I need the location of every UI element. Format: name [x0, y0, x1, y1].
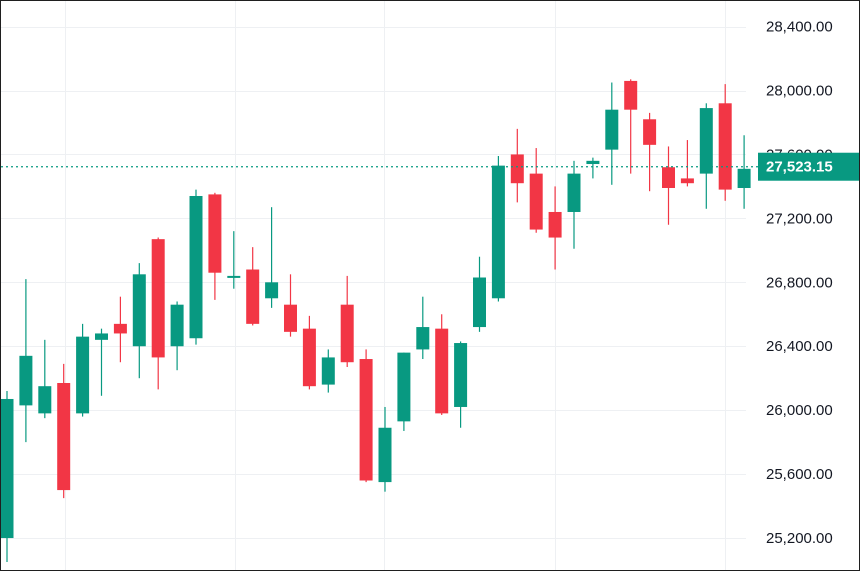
candle-body [718, 103, 732, 190]
candle-body [170, 304, 184, 347]
candle-body [359, 359, 373, 481]
price-tick-label: 26,000.00 [766, 402, 833, 419]
candle-body [302, 328, 316, 387]
price-tick-label: 28,000.00 [766, 83, 833, 100]
candle-body [605, 109, 619, 150]
candle-body [435, 328, 449, 414]
candle-body [1, 398, 14, 539]
candle-body [624, 80, 638, 110]
candle-body [567, 173, 581, 212]
candle-body [38, 386, 52, 414]
candle-body [151, 239, 165, 358]
price-tick-label: 27,200.00 [766, 210, 833, 227]
price-tick-label: 28,400.00 [766, 19, 833, 36]
candle-body [227, 275, 241, 278]
candle-body [378, 427, 392, 483]
candles [1, 79, 751, 563]
price-tick-label: 25,200.00 [766, 530, 833, 547]
price-tick-label: 26,800.00 [766, 274, 833, 291]
candle-body [284, 304, 297, 332]
candle-body [208, 194, 222, 273]
candle-body [473, 277, 486, 328]
candle-body [189, 195, 203, 339]
price-axis[interactable]: 25,200.00 25,600.00 26,000.00 26,400.00 26,8… [758, 19, 859, 547]
candle-body [643, 119, 657, 145]
candle-body [57, 382, 71, 491]
candle-body [246, 269, 260, 324]
candle-body [548, 211, 562, 238]
candle-body [113, 323, 127, 334]
candle-body [416, 327, 430, 350]
candle-body [340, 304, 354, 363]
candle-body [662, 167, 675, 189]
candle-body [491, 165, 505, 299]
last-price-tag [758, 152, 859, 181]
candle-body [132, 274, 146, 347]
price-tick-label: 26,400.00 [766, 338, 833, 355]
grid [1, 1, 746, 570]
candle-body [19, 355, 33, 406]
candle-body [454, 343, 468, 407]
candle-body [397, 352, 411, 422]
candle-body [95, 333, 108, 340]
candle-body [586, 160, 600, 165]
candle-body [321, 357, 335, 385]
candle-body [699, 108, 713, 174]
candle-body [76, 336, 90, 414]
candle-body [510, 154, 524, 184]
candle-body [680, 178, 694, 184]
last-price-label: 27,523.15 [766, 159, 833, 176]
price-tick-label: 25,600.00 [766, 466, 833, 483]
candle-body [529, 173, 543, 230]
candle-body [737, 168, 751, 189]
candle-body [265, 282, 279, 299]
